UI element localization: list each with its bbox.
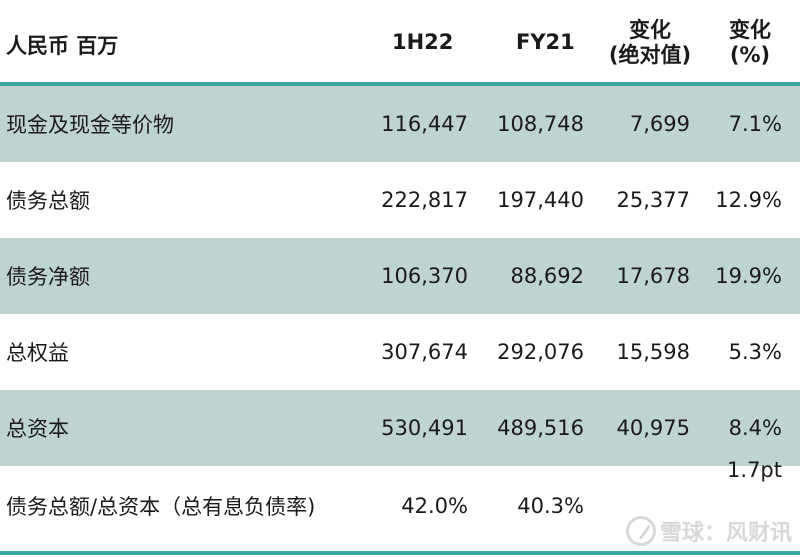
cell-1h22: 106,370 (381, 264, 468, 288)
cell-fy21: 489,516 (497, 416, 584, 440)
cell-change-pct: 7.1% (728, 112, 782, 136)
bottom-divider (0, 551, 800, 555)
cell-fy21: 88,692 (510, 264, 584, 288)
row-label: 总权益 (6, 341, 69, 365)
header-change-abs-line1: 变化 (629, 18, 671, 42)
watermark-text: 雪球：风财讯 (659, 521, 792, 546)
cell-change-abs: 7,699 (629, 112, 690, 136)
cell-1h22: 116,447 (381, 112, 468, 136)
cell-change-abs: 15,598 (616, 340, 690, 364)
header-change-abs: 变化 (绝对值) (600, 18, 700, 68)
cell-1h22: 307,674 (381, 340, 468, 364)
cell-fy21: 40.3% (517, 494, 584, 518)
cell-change-pct: 1.7pt (727, 458, 782, 482)
table-row: 总权益 307,674 292,076 15,598 5.3% (0, 314, 800, 390)
cell-change-pct: 5.3% (728, 340, 782, 364)
table-row: 债务净额 106,370 88,692 17,678 19.9% (0, 238, 800, 314)
header-change-pct: 变化 (%) (714, 18, 786, 68)
watermark: 雪球：风财讯 (625, 515, 792, 547)
row-label: 总资本 (6, 417, 69, 441)
table-row: 总资本 530,491 489,516 40,975 8.4% (0, 390, 800, 466)
cell-1h22: 42.0% (401, 494, 468, 518)
row-label: 现金及现金等价物 (6, 113, 174, 137)
table-row: 现金及现金等价物 116,447 108,748 7,699 7.1% (0, 86, 800, 162)
cell-fy21: 108,748 (497, 112, 584, 136)
header-divider (0, 82, 800, 86)
cell-fy21: 197,440 (497, 188, 584, 212)
table-row: 债务总额/总资本（总有息负债率) 42.0% 40.3% 1.7pt (0, 458, 800, 544)
cell-change-pct: 8.4% (728, 416, 782, 440)
cell-change-abs: 25,377 (616, 188, 690, 212)
header-change-abs-line2: (绝对值) (608, 43, 692, 67)
header-change-pct-line2: (%) (729, 43, 771, 67)
row-label: 债务总额/总资本（总有息负债率) (6, 495, 316, 519)
header-fy21: FY21 (516, 30, 575, 54)
cell-fy21: 292,076 (497, 340, 584, 364)
cell-1h22: 530,491 (381, 416, 468, 440)
cell-change-pct: 12.9% (715, 188, 782, 212)
cell-change-abs: 40,975 (616, 416, 690, 440)
table-header: 人民币 百万 1H22 FY21 变化 (绝对值) 变化 (%) (0, 0, 800, 82)
row-label: 债务净额 (6, 265, 90, 289)
cell-change-pct: 19.9% (715, 264, 782, 288)
header-change-pct-line1: 变化 (729, 18, 771, 42)
table-row: 债务总额 222,817 197,440 25,377 12.9% (0, 162, 800, 238)
header-label: 人民币 百万 (6, 34, 119, 58)
snowball-logo-icon (625, 516, 656, 546)
cell-1h22: 222,817 (381, 188, 468, 212)
cell-change-abs: 17,678 (616, 264, 690, 288)
header-1h22: 1H22 (392, 30, 454, 54)
row-label: 债务总额 (6, 189, 90, 213)
